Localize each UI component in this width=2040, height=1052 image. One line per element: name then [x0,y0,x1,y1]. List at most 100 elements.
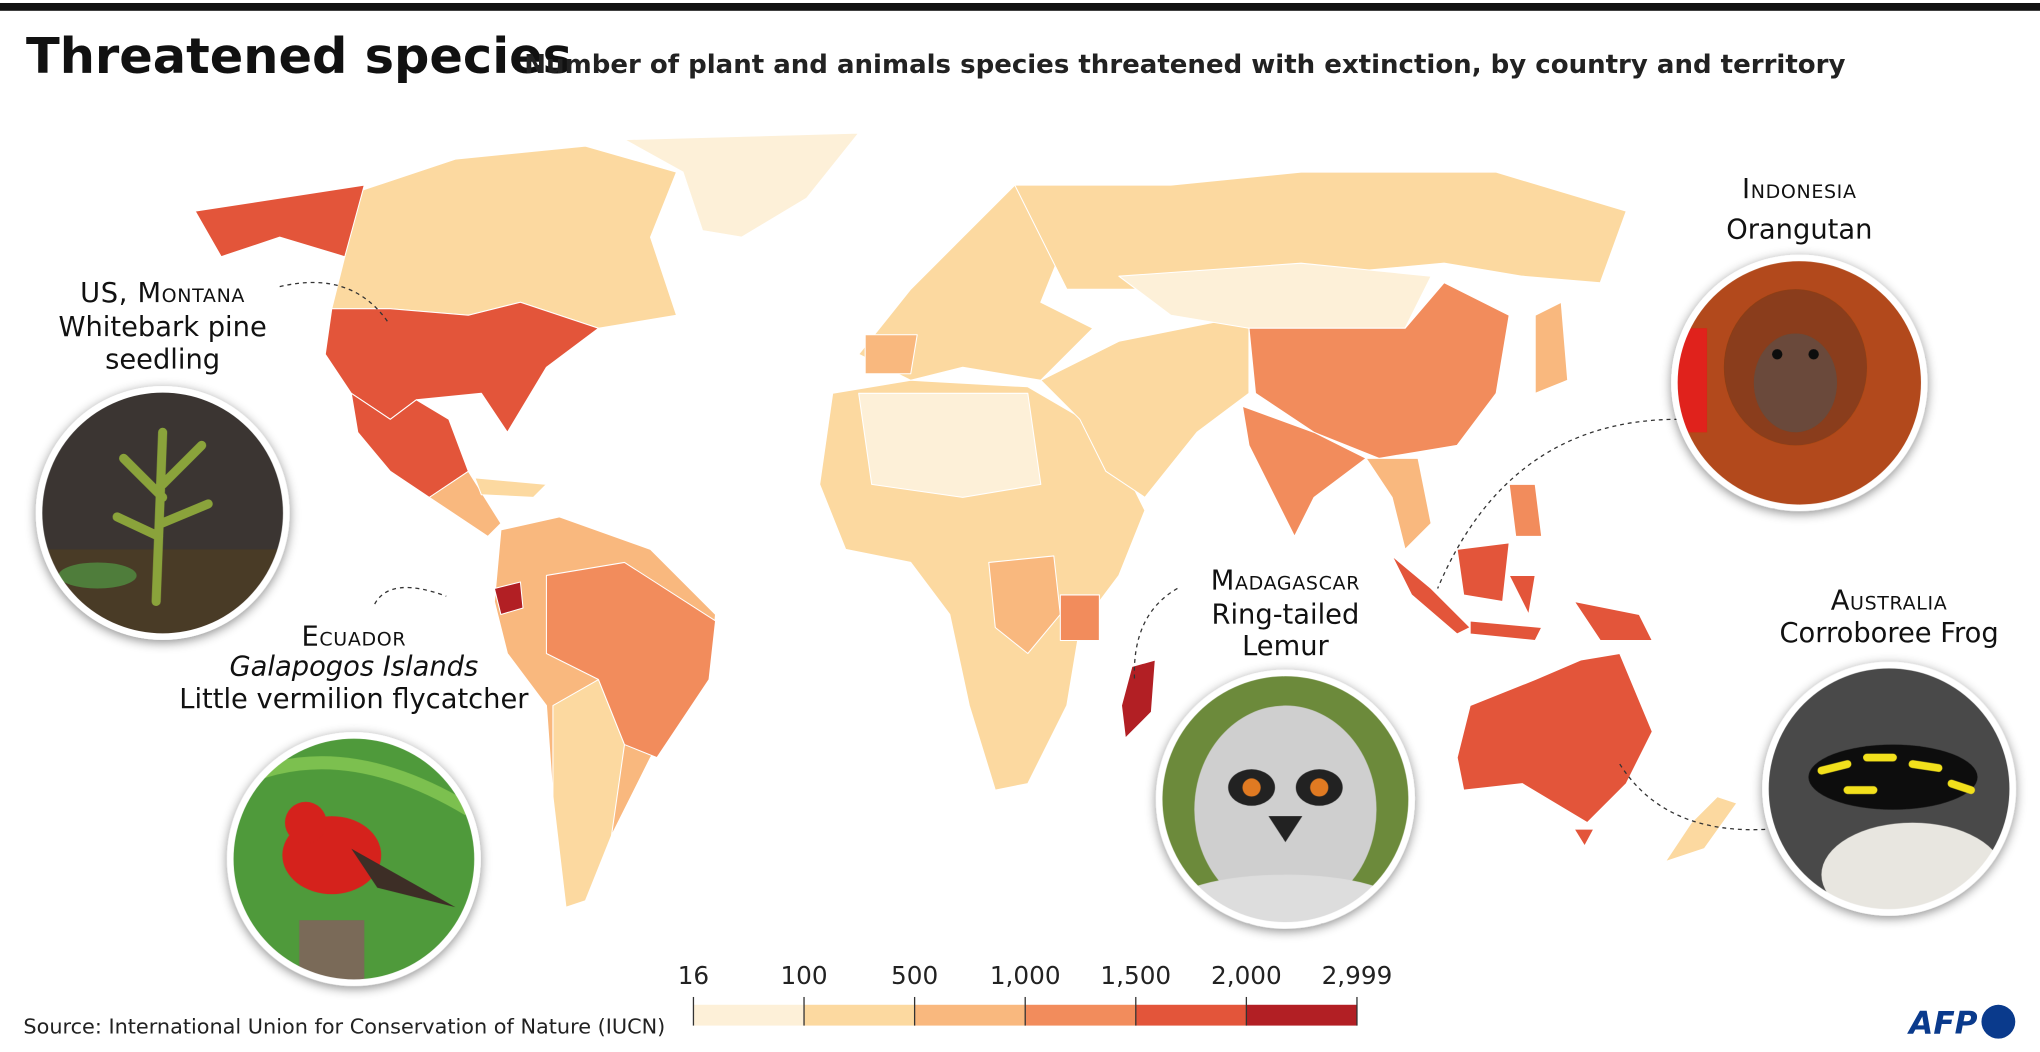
photos-part-part [351,848,456,908]
legend-tick-label: 16 [678,961,709,990]
title: Threatened species [26,27,572,85]
photos-part-part [1771,349,1783,360]
world-map-part [1241,405,1367,537]
top-bar [0,2,2040,11]
world-map-part [1059,594,1100,642]
photos-part-part [1753,333,1838,433]
legend-bin [693,1004,805,1026]
world-map-part [493,581,524,615]
world-map-part [864,334,918,375]
legend: 16 100 500 1,000 1,500 2,000 2,999 [678,961,1393,1026]
photos-part [227,732,481,986]
connectors-part [1133,587,1178,680]
photos-part-part [1808,349,1819,360]
world-map-part [1508,574,1536,615]
source: Source: International Union for Conserva… [23,1014,665,1038]
legend-bin [1135,1004,1247,1026]
callout-australia: Australia Corroboree Frog [1779,585,1998,649]
legend-tick-label: 500 [891,961,938,990]
callout-species: Little vermilion flycatcher [179,684,529,715]
photos-part-part [1268,816,1303,843]
legend-tick-label: 2,999 [1322,961,1393,990]
photos-part-part [1194,705,1377,914]
photos-part [1674,257,1925,508]
credit-mark [1981,1004,2016,1039]
callout-ecuador: Ecuador Galapogos Islands Little vermili… [179,622,529,715]
legend-bin [1025,1004,1136,1026]
credit: AFP [1906,1005,1977,1041]
world-map-part [858,392,1042,498]
legend-tick-label: 2,000 [1211,961,1282,990]
world-map-part [350,392,469,498]
legend-bin [804,1004,915,1026]
world-map-part [474,477,547,498]
callout-indonesia: Indonesia Orangutan [1726,174,1872,245]
photos-part-part [1817,753,1975,795]
world-map-part [1573,600,1653,642]
world-map-part [1040,314,1250,498]
callout-region: US, Montana [80,278,245,309]
callout-region: Indonesia [1742,174,1857,205]
connectors-part [1619,763,1770,831]
world-map-part [1456,652,1653,824]
callout-species: seedling [105,345,220,376]
connectors-part [279,281,389,323]
connectors-part [1437,418,1679,589]
photos-part-part [284,801,327,844]
credit-logo: AFP [1906,1004,2016,1041]
legend-tick-label: 100 [780,961,827,990]
legend-bin [1246,1004,1357,1026]
world-map-part [1365,457,1432,550]
world-map-part [858,184,1094,381]
world-map-part [623,132,860,238]
photos-part [35,386,290,640]
world-map-part [1248,282,1510,459]
photos-part-part [1310,778,1329,797]
photos-part [39,389,287,637]
world-map-part [194,184,365,258]
subtitle: Number of plant and animals species thre… [524,50,1845,80]
world-map-part [331,145,678,329]
photos-part [1762,661,2016,916]
legend-tick-label: 1,000 [990,961,1061,990]
world-map-part [1664,796,1738,863]
photos-part-part [1168,874,1403,926]
callout-species: Corroboree Frog [1779,618,1998,649]
world-map-part [545,561,717,759]
photos [35,254,2016,986]
callout-species: Whitebark pine [58,312,266,343]
world-map-part [988,555,1061,655]
callout-madagascar: Madagascar Ring-tailed Lemur [1211,566,1360,662]
photos-part [1159,673,1412,926]
world-map-part [1120,659,1156,739]
connectors-part [374,586,447,605]
legend-tick-label: 1,500 [1100,961,1171,990]
callout-species: Orangutan [1726,214,1872,245]
photos-part-part [112,427,213,607]
photos-part-part [58,562,137,589]
callout-us: US, Montana Whitebark pine seedling [58,278,266,375]
connectors [279,281,1770,831]
photos-part-part [1242,778,1261,797]
photos-part [1671,254,1928,512]
photos-part-part [39,549,287,637]
callout-region: Ecuador [301,622,406,653]
world-map [194,132,1738,908]
world-map-part [1573,828,1595,847]
legend-bin [914,1004,1026,1026]
world-map-part [1469,620,1543,642]
callout-species: Lemur [1242,631,1329,662]
world-map-part [428,470,502,537]
world-map-part [1508,483,1543,537]
world-map-part [1118,262,1432,329]
world-map-part [1534,301,1569,394]
world-map-part [1456,542,1510,602]
callout-species: Ring-tailed [1211,600,1359,631]
world-map-part [1391,555,1471,635]
callout-region: Australia [1831,585,1948,616]
photos-part [1155,669,1415,929]
callout-place: Galapogos Islands [230,652,479,683]
